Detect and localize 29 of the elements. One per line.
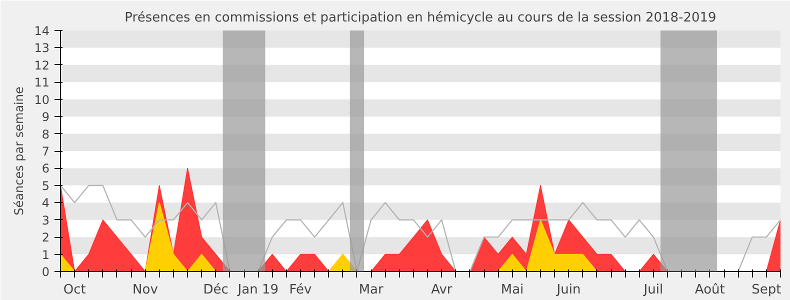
x-tick-label: Mar	[358, 282, 384, 298]
x-tick-label: Déc	[203, 282, 228, 298]
x-tick-label: Jan 19	[236, 282, 279, 298]
x-tick-label: Juil	[642, 282, 664, 298]
y-tick-label: 2	[42, 230, 50, 245]
y-tick-label: 14	[34, 24, 50, 38]
y-tick-label: 11	[34, 76, 50, 90]
chart-title: Présences en commissions et participation en hémicycle au cours de la session 2018-2019	[124, 10, 716, 26]
y-axis-title: Séances par semaine	[12, 86, 26, 216]
y-tick-label: 9	[42, 110, 50, 124]
x-tick-label: Fév	[289, 282, 312, 298]
x-tick-label: Août	[694, 282, 725, 298]
y-tick-label: 1	[42, 248, 50, 262]
y-tick-label: 12	[34, 58, 50, 72]
x-tick-label: Avr	[431, 282, 453, 298]
y-tick-label: 5	[42, 178, 50, 193]
x-tick-label: Mai	[500, 282, 524, 298]
x-tick-label: Oct	[63, 282, 86, 298]
y-tick-label: 3	[42, 213, 50, 228]
y-tick-label: 4	[42, 196, 50, 210]
x-tick-label: Sept	[752, 282, 782, 298]
y-tick-label: 8	[42, 127, 50, 142]
y-tick-label: 7	[42, 144, 50, 158]
y-tick-label: 10	[34, 92, 50, 107]
x-tick-label: Nov	[132, 282, 158, 298]
y-tick-label: 13	[34, 41, 50, 56]
x-tick-label: Juin	[556, 282, 581, 298]
y-tick-label: 0	[42, 265, 50, 279]
y-tick-label: 6	[42, 162, 50, 176]
